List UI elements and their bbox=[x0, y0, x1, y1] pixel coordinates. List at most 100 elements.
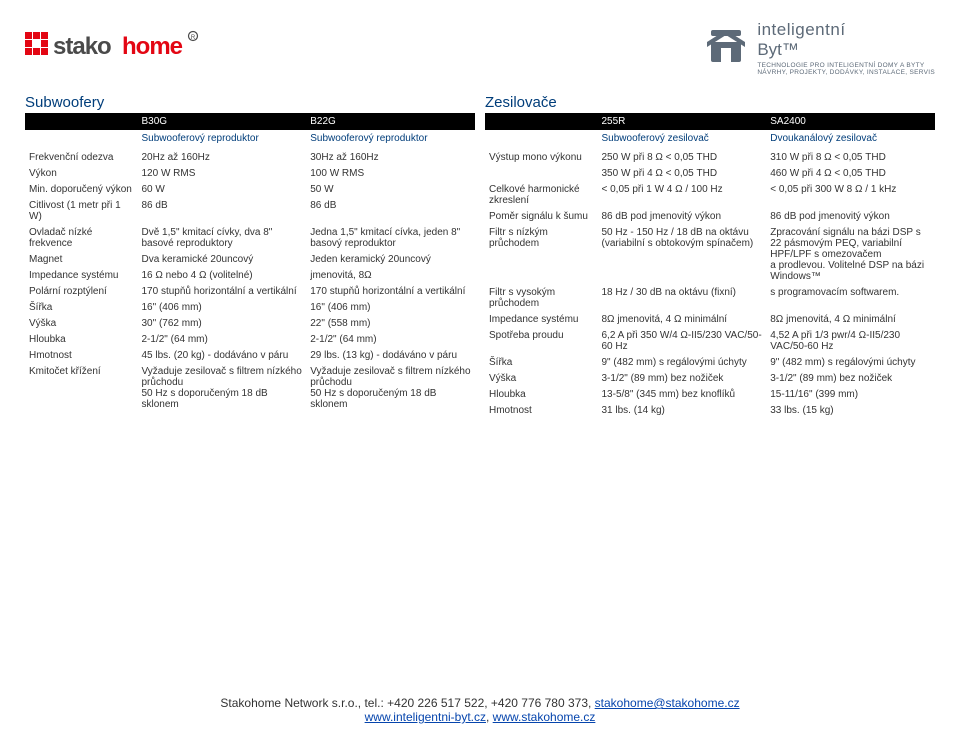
spec-value: 60 W bbox=[138, 181, 307, 197]
spec-label: Hloubka bbox=[485, 386, 598, 402]
spec-value: 20Hz až 160Hz bbox=[138, 149, 307, 165]
spec-value: 86 dB pod jmenovitý výkon bbox=[766, 208, 935, 224]
amplifiers-block: Zesilovače 255R SA2400 Subwooferový zesi… bbox=[485, 94, 935, 418]
spec-value: 16" (406 mm) bbox=[306, 299, 475, 315]
table-header-desc: Subwooferový reproduktor Subwooferový re… bbox=[25, 130, 475, 149]
house-icon bbox=[703, 20, 749, 66]
spec-label: Poměr signálu k šumu bbox=[485, 208, 598, 224]
subwoofers-block: Subwoofery B30G B22G Subwooferový reprod… bbox=[25, 94, 475, 418]
spec-label: Výška bbox=[25, 315, 138, 331]
model-cell: B30G bbox=[138, 113, 307, 130]
page-header: stako home R inteligentní Byt™ TECHNOLOG… bbox=[25, 20, 935, 76]
table-row: Šířka16" (406 mm)16" (406 mm) bbox=[25, 299, 475, 315]
spec-value: 460 W při 4 Ω < 0,05 THD bbox=[766, 165, 935, 181]
subwoofers-table: B30G B22G Subwooferový reproduktor Subwo… bbox=[25, 113, 475, 412]
spec-value: 9" (482 mm) s regálovými úchyty bbox=[598, 354, 767, 370]
spec-label: Hloubka bbox=[25, 331, 138, 347]
spec-label bbox=[485, 165, 598, 181]
table-row: Výška30" (762 mm)22" (558 mm) bbox=[25, 315, 475, 331]
spec-value: 50 Hz - 150 Hz / 18 dB na oktávu (variab… bbox=[598, 224, 767, 284]
spec-value: 350 W při 4 Ω < 0,05 THD bbox=[598, 165, 767, 181]
spec-label: Polární rozptýlení bbox=[25, 283, 138, 299]
spec-value: 86 dB bbox=[306, 197, 475, 224]
spec-value: 31 lbs. (14 kg) bbox=[598, 402, 767, 418]
stakohome-logo-svg: stako home R bbox=[25, 26, 215, 66]
spec-label: Výška bbox=[485, 370, 598, 386]
footer-text: Stakohome Network s.r.o., tel.: +420 226… bbox=[220, 696, 594, 710]
page-footer: Stakohome Network s.r.o., tel.: +420 226… bbox=[0, 696, 960, 724]
spec-label: Citlivost (1 metr při 1 W) bbox=[25, 197, 138, 224]
logo-right-sub: Byt™ bbox=[757, 40, 935, 60]
footer-sep: , bbox=[486, 710, 493, 724]
spec-value: 9" (482 mm) s regálovými úchyty bbox=[766, 354, 935, 370]
spec-value: Dvě 1,5" kmitací cívky, dva 8" basové re… bbox=[138, 224, 307, 251]
table-row: Filtr s vysokým průchodem18 Hz / 30 dB n… bbox=[485, 284, 935, 311]
footer-link2[interactable]: www.stakohome.cz bbox=[493, 710, 596, 724]
spec-value: < 0,05 při 1 W 4 Ω / 100 Hz bbox=[598, 181, 767, 208]
table-row: Šířka9" (482 mm) s regálovými úchyty9" (… bbox=[485, 354, 935, 370]
spec-label: Výkon bbox=[25, 165, 138, 181]
table-row: 350 W při 4 Ω < 0,05 THD460 W při 4 Ω < … bbox=[485, 165, 935, 181]
table-row: Ovladač nízké frekvenceDvě 1,5" kmitací … bbox=[25, 224, 475, 251]
spec-value: 45 lbs. (20 kg) - dodáváno v páru bbox=[138, 347, 307, 363]
desc-cell: Subwooferový zesilovač bbox=[598, 130, 767, 149]
spec-value: 170 stupňů horizontální a vertikální bbox=[306, 283, 475, 299]
table-row: Impedance systému8Ω jmenovitá, 4 Ω minim… bbox=[485, 311, 935, 327]
spec-label: Filtr s nízkým průchodem bbox=[485, 224, 598, 284]
table-row: MagnetDva keramické 20uncovýJeden kerami… bbox=[25, 251, 475, 267]
logo-stakohome: stako home R bbox=[25, 20, 215, 66]
spec-value: 16" (406 mm) bbox=[138, 299, 307, 315]
content-row: Subwoofery B30G B22G Subwooferový reprod… bbox=[25, 94, 935, 418]
spec-label: Výstup mono výkonu bbox=[485, 149, 598, 165]
table-row: Hmotnost45 lbs. (20 kg) - dodáváno v pár… bbox=[25, 347, 475, 363]
spec-label: Filtr s vysokým průchodem bbox=[485, 284, 598, 311]
spec-label: Hmotnost bbox=[485, 402, 598, 418]
spec-value: < 0,05 při 300 W 8 Ω / 1 kHz bbox=[766, 181, 935, 208]
spec-value: 15-11/16" (399 mm) bbox=[766, 386, 935, 402]
spec-value: 4,52 A při 1/3 pwr/4 Ω-II5/230 VAC/50-60… bbox=[766, 327, 935, 354]
spec-value: Jedna 1,5" kmitací cívka, jeden 8" basov… bbox=[306, 224, 475, 251]
spec-value: 18 Hz / 30 dB na oktávu (fixní) bbox=[598, 284, 767, 311]
logo-inteligentni-byt: inteligentní Byt™ TECHNOLOGIE PRO INTELI… bbox=[703, 20, 935, 76]
spec-value: 33 lbs. (15 kg) bbox=[766, 402, 935, 418]
spec-label: Ovladač nízké frekvence bbox=[25, 224, 138, 251]
table-row: Hmotnost31 lbs. (14 kg)33 lbs. (15 kg) bbox=[485, 402, 935, 418]
spec-value: jmenovitá, 8Ω bbox=[306, 267, 475, 283]
model-cell: 255R bbox=[598, 113, 767, 130]
spec-value: 170 stupňů horizontální a vertikální bbox=[138, 283, 307, 299]
spec-value: Vyžaduje zesilovač s filtrem nízkého prů… bbox=[306, 363, 475, 412]
table-row: Celkové harmonické zkreslení< 0,05 při 1… bbox=[485, 181, 935, 208]
footer-email-link[interactable]: stakohome@stakohome.cz bbox=[595, 696, 740, 710]
spec-value: 6,2 A při 350 W/4 Ω-II5/230 VAC/50-60 Hz bbox=[598, 327, 767, 354]
logo-right-desc: TECHNOLOGIE PRO INTELIGENTNÍ DOMY A BYTY… bbox=[757, 62, 935, 76]
spec-value: Jeden keramický 20uncový bbox=[306, 251, 475, 267]
spec-label: Šířka bbox=[485, 354, 598, 370]
spec-value: 8Ω jmenovitá, 4 Ω minimální bbox=[766, 311, 935, 327]
subwoofers-title: Subwoofery bbox=[25, 94, 475, 111]
spec-value: 30" (762 mm) bbox=[138, 315, 307, 331]
svg-text:stako: stako bbox=[53, 33, 111, 60]
table-row: Citlivost (1 metr při 1 W)86 dB86 dB bbox=[25, 197, 475, 224]
table-row: Impedance systému16 Ω nebo 4 Ω (voliteln… bbox=[25, 267, 475, 283]
spec-value: Vyžaduje zesilovač s filtrem nízkého prů… bbox=[138, 363, 307, 412]
spec-label: Kmitočet křížení bbox=[25, 363, 138, 412]
spec-label: Impedance systému bbox=[485, 311, 598, 327]
table-header-models: 255R SA2400 bbox=[485, 113, 935, 130]
spec-value: 3-1/2" (89 mm) bez nožiček bbox=[598, 370, 767, 386]
table-row: Výkon120 W RMS100 W RMS bbox=[25, 165, 475, 181]
desc-cell: Subwooferový reproduktor bbox=[306, 130, 475, 149]
spec-value: 8Ω jmenovitá, 4 Ω minimální bbox=[598, 311, 767, 327]
spec-value: 30Hz až 160Hz bbox=[306, 149, 475, 165]
spec-value: 16 Ω nebo 4 Ω (volitelné) bbox=[138, 267, 307, 283]
spec-value: 29 lbs. (13 kg) - dodáváno v páru bbox=[306, 347, 475, 363]
svg-text:home: home bbox=[122, 33, 183, 60]
spec-value: 120 W RMS bbox=[138, 165, 307, 181]
spec-label: Impedance systému bbox=[25, 267, 138, 283]
spec-value: s programovacím softwarem. bbox=[766, 284, 935, 311]
spec-value: 86 dB bbox=[138, 197, 307, 224]
spec-value: 2-1/2" (64 mm) bbox=[138, 331, 307, 347]
spec-value: 100 W RMS bbox=[306, 165, 475, 181]
footer-link1[interactable]: www.inteligentni-byt.cz bbox=[365, 710, 486, 724]
table-row: Výstup mono výkonu250 W při 8 Ω < 0,05 T… bbox=[485, 149, 935, 165]
footer-line2: www.inteligentni-byt.cz, www.stakohome.c… bbox=[0, 710, 960, 724]
